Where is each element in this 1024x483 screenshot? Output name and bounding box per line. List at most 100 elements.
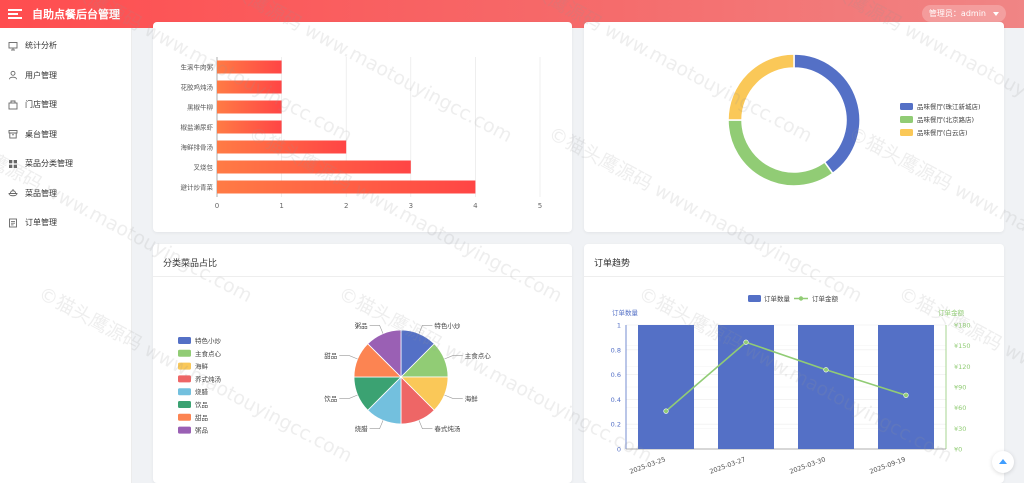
label-leader-line bbox=[418, 420, 433, 430]
label-leader-line bbox=[444, 394, 463, 399]
y-tick-label-right: ¥150 bbox=[954, 342, 971, 350]
y-tick-label-right: ¥180 bbox=[954, 322, 971, 330]
legend-label: 饮品 bbox=[195, 400, 208, 409]
y-axis-title-left: 订单数量 bbox=[612, 308, 639, 317]
legend-swatch bbox=[178, 337, 191, 344]
legend-swatch bbox=[178, 375, 191, 383]
y-tick-label: 生滚牛肉粥 bbox=[181, 63, 214, 72]
monitor-icon bbox=[8, 41, 18, 51]
line-point bbox=[903, 392, 909, 398]
grid-icon bbox=[9, 159, 17, 168]
legend-swatch bbox=[178, 413, 191, 421]
sidebar-item-label: 订单管理 bbox=[25, 218, 57, 228]
admin-label: 管理员：admin bbox=[928, 9, 986, 18]
bar bbox=[217, 120, 282, 134]
label-leader-line bbox=[418, 324, 433, 334]
sidebar-item-users[interactable]: 用户管理 bbox=[0, 61, 131, 91]
admin-dropdown[interactable]: 管理员：admin bbox=[921, 5, 1006, 22]
user-icon bbox=[9, 71, 17, 80]
y-tick-label: 黑椒牛柳 bbox=[187, 103, 213, 112]
y-tick-label-right: ¥30 bbox=[954, 425, 966, 433]
line-point bbox=[823, 367, 829, 373]
legend-swatch bbox=[900, 103, 913, 110]
y-tick-label: 花胶鸡炖汤 bbox=[181, 83, 214, 92]
sidebar-item-label: 桌台管理 bbox=[25, 129, 57, 139]
order-trend-card: 订单趋势 订单数量 订单金额 订单数量 订单金额 0 0.2 0.4 0.6 0.8 1 ¥0 ¥30… bbox=[584, 244, 1004, 483]
label-leader-line bbox=[369, 420, 384, 430]
y-tick-label-right: ¥120 bbox=[954, 363, 971, 371]
divider bbox=[584, 276, 1004, 277]
label-leader-line bbox=[369, 324, 384, 334]
line-point bbox=[743, 339, 749, 345]
legend-label: 订单金额 bbox=[812, 294, 839, 303]
dish-icon bbox=[8, 189, 18, 197]
x-tick-label: 2025-03-30 bbox=[788, 455, 826, 475]
legend-label: 养式炖汤 bbox=[195, 374, 222, 383]
legend-label: 海鲜 bbox=[195, 362, 209, 371]
legend-label: 订单数量 bbox=[764, 294, 791, 303]
x-tick-label: 2025-03-25 bbox=[628, 455, 666, 475]
x-tick-label: 1 bbox=[279, 202, 283, 210]
series-line bbox=[665, 341, 907, 412]
y-tick-label-left: 1 bbox=[617, 322, 621, 330]
y-tick-label: 避计炒青菜 bbox=[181, 183, 214, 192]
legend-label: 主食点心 bbox=[195, 349, 222, 358]
sidebar-item-dish-categories[interactable]: 菜品分类管理 bbox=[0, 149, 131, 179]
x-tick-label: 4 bbox=[473, 202, 478, 210]
legend-label: 特色小炒 bbox=[195, 336, 222, 345]
x-tick-label: 2025-03-27 bbox=[708, 455, 746, 475]
sidebar-item-label: 用户管理 bbox=[25, 70, 57, 80]
x-tick-label: 0 bbox=[215, 202, 219, 210]
legend-label: 品味餐厅(白云店) bbox=[917, 128, 968, 137]
legend-label: 品味餐厅(北京路店) bbox=[917, 115, 974, 124]
sidebar-item-label: 菜品管理 bbox=[25, 188, 57, 198]
dish-ranking-card: 0 1 2 3 4 5 生滚牛肉粥 花胶鸡炖汤 黑椒牛柳 椒盐濑尿虾 海鲜排骨汤 叉烧包 避计炒青菜 bbox=[153, 22, 572, 232]
slice-label: 海鲜 bbox=[465, 394, 479, 403]
sidebar-item-dishes[interactable]: 菜品管理 bbox=[0, 179, 131, 209]
line-point bbox=[663, 408, 669, 414]
back-to-top-button[interactable] bbox=[992, 451, 1014, 473]
slice-label: 主食点心 bbox=[465, 351, 492, 360]
chevron-down-icon bbox=[993, 12, 999, 16]
bar bbox=[217, 180, 476, 194]
legend-swatch bbox=[178, 349, 191, 357]
category-share-chart: 特色小炒主食点心海鲜养式炖汤烧腊饮品甜品粥品特色小炒主食点心海鲜春式炖汤烧腊饮品… bbox=[178, 321, 492, 435]
bar bbox=[217, 80, 282, 94]
legend-marker bbox=[798, 296, 804, 301]
x-tick-label: 2025-09-19 bbox=[868, 455, 906, 475]
divider bbox=[153, 276, 572, 277]
legend-swatch bbox=[178, 426, 191, 434]
y-tick-label: 叉烧包 bbox=[194, 163, 214, 172]
sidebar: 统计分析 用户管理 门店管理 桌台管理 菜品分类管理 菜品管理 订单管理 bbox=[0, 28, 132, 483]
y-tick-label-left: 0.2 bbox=[611, 421, 621, 429]
sidebar-item-tables[interactable]: 桌台管理 bbox=[0, 120, 131, 150]
slice-label: 特色小炒 bbox=[434, 321, 461, 330]
y-tick-label-right: ¥60 bbox=[954, 404, 966, 412]
donut-slice bbox=[727, 53, 795, 121]
donut-slice bbox=[727, 119, 834, 187]
x-tick-label: 3 bbox=[409, 202, 413, 210]
sidebar-item-label: 门店管理 bbox=[25, 100, 57, 110]
sidebar-item-label: 统计分析 bbox=[25, 41, 57, 51]
x-tick-label: 2 bbox=[344, 202, 348, 210]
sidebar-item-statistics[interactable]: 统计分析 bbox=[0, 31, 131, 61]
document-icon bbox=[9, 218, 17, 228]
card-title: 订单趋势 bbox=[594, 259, 631, 269]
slice-label: 烧腊 bbox=[355, 424, 369, 433]
label-leader-line bbox=[339, 394, 358, 399]
category-share-card: 分类菜品占比 特色小炒 主食点心 海鲜 养式炖汤 烧腊 饮品 甜品 粥品 特色小炒 主食点心 海鲜春… bbox=[153, 244, 572, 483]
legend-label: 甜品 bbox=[195, 413, 208, 422]
slice-label: 粥品 bbox=[355, 321, 368, 330]
menu-toggle-icon[interactable] bbox=[8, 9, 22, 19]
table-icon bbox=[8, 130, 18, 139]
bar bbox=[798, 325, 854, 449]
legend-label: 烧腊 bbox=[195, 387, 209, 396]
sidebar-item-stores[interactable]: 门店管理 bbox=[0, 90, 131, 120]
y-tick-label-left: 0 bbox=[617, 446, 621, 454]
sidebar-item-orders[interactable]: 订单管理 bbox=[0, 208, 131, 238]
bar bbox=[217, 60, 282, 74]
bar bbox=[718, 325, 774, 449]
slice-label: 甜品 bbox=[324, 351, 337, 360]
y-tick-label-left: 0.4 bbox=[611, 396, 621, 404]
